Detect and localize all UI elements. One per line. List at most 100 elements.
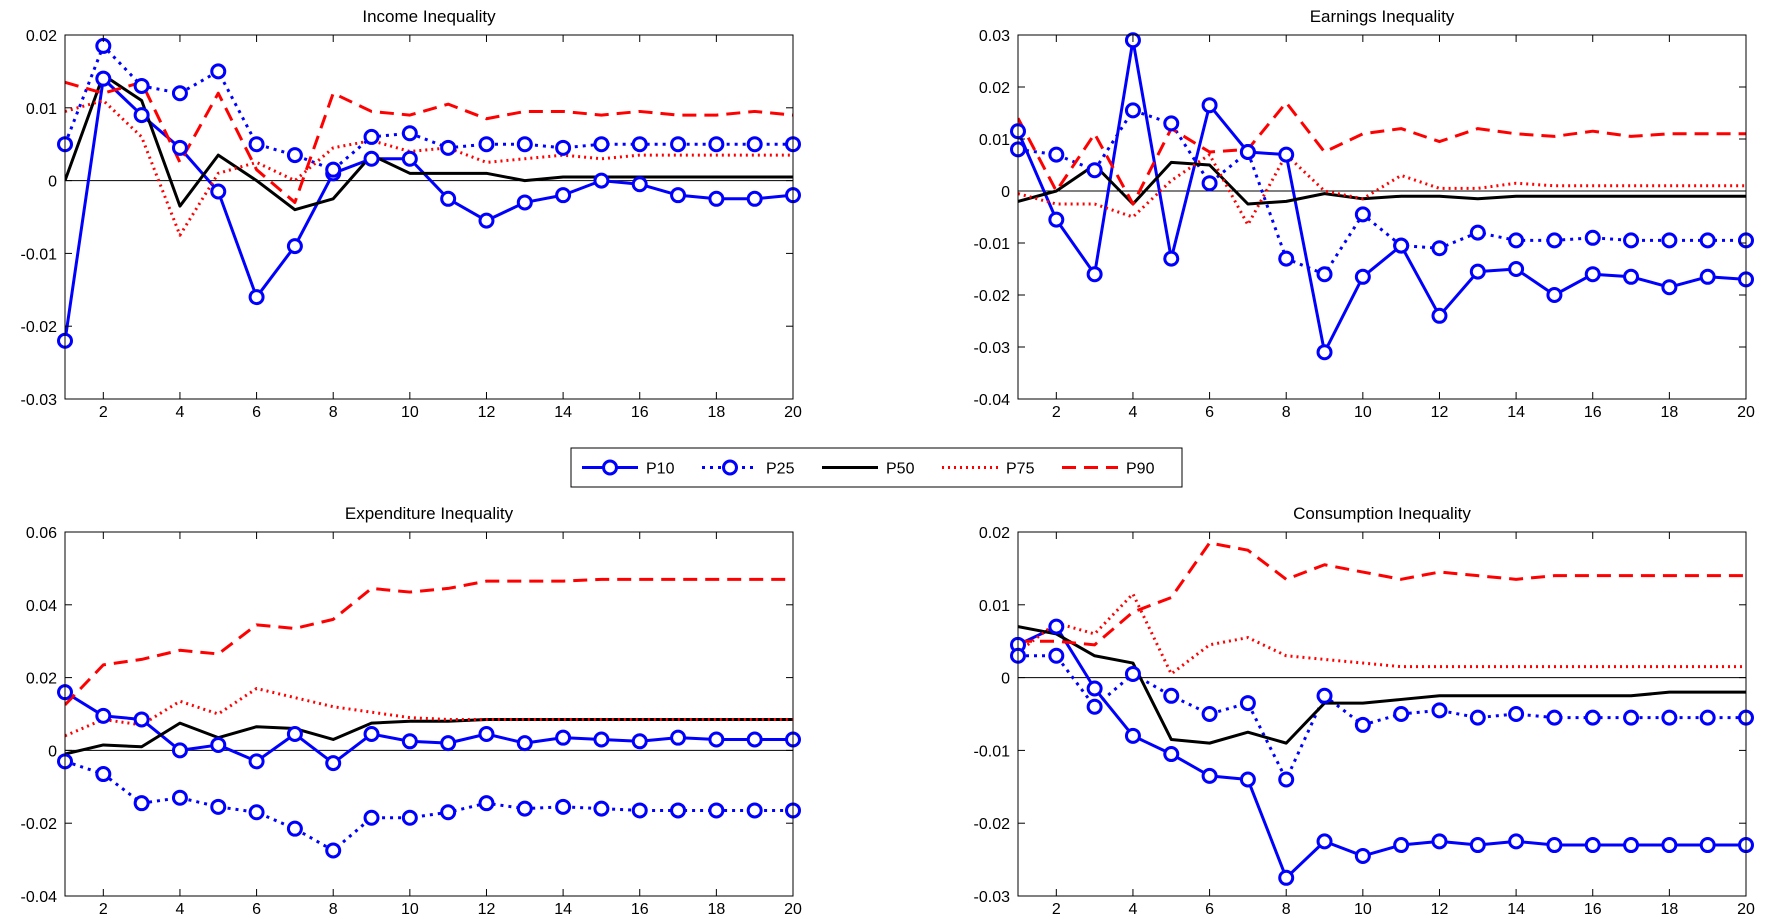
data-point-p10: [171, 139, 188, 156]
data-point-p25: [746, 802, 763, 819]
legend-label: P75: [1006, 461, 1035, 478]
y-tick-label: 0.01: [979, 598, 1010, 615]
x-tick-label: 12: [1431, 901, 1449, 918]
x-tick-label: 12: [478, 404, 496, 421]
data-point-p25: [478, 795, 495, 812]
y-tick-label: -0.03: [974, 340, 1011, 357]
series-line-p90: [1018, 101, 1746, 206]
data-point-p25: [1508, 706, 1525, 722]
y-tick-label: -0.02: [974, 288, 1011, 305]
x-tick-label: 2: [99, 404, 108, 421]
y-tick-label: 0: [48, 743, 57, 760]
x-tick-label: 6: [252, 901, 261, 918]
data-point-p10: [286, 726, 303, 743]
data-point-p10: [440, 735, 457, 752]
x-tick-label: 10: [1354, 404, 1372, 421]
legend-label: P50: [886, 461, 915, 478]
x-tick-label: 16: [1584, 404, 1602, 421]
data-point-p25: [95, 766, 112, 783]
data-point-p10: [1661, 279, 1678, 296]
data-point-p10: [1623, 837, 1640, 854]
data-point-p25: [1699, 232, 1716, 249]
x-tick-label: 8: [1282, 404, 1291, 421]
data-point-p25: [478, 136, 495, 153]
series-line-p75: [65, 99, 793, 237]
x-tick-label: 2: [99, 901, 108, 918]
data-point-p25: [1546, 709, 1563, 726]
data-point-p25: [1469, 224, 1486, 241]
data-point-p10: [1699, 268, 1716, 285]
data-point-p10: [708, 190, 725, 207]
y-tick-label: 0.03: [979, 28, 1010, 45]
data-point-p25: [248, 136, 265, 153]
data-point-p10: [325, 755, 342, 772]
data-point-p25: [1508, 232, 1525, 249]
data-point-p10: [171, 742, 188, 759]
data-point-p25: [1278, 250, 1295, 267]
x-tick-label: 8: [329, 404, 338, 421]
series-line-p25: [1018, 108, 1746, 276]
data-point-p10: [1508, 833, 1525, 850]
data-point-p10: [1086, 266, 1103, 283]
plot-frame: [1017, 34, 1747, 400]
data-point-p10: [210, 736, 227, 753]
data-point-p25: [440, 804, 457, 821]
series-line-p10: [65, 77, 793, 341]
data-point-p10: [1316, 833, 1333, 850]
data-point-p10: [248, 753, 265, 770]
data-point-p10: [1469, 263, 1486, 280]
data-point-p25: [210, 798, 227, 815]
data-point-p10: [1699, 837, 1716, 854]
data-point-p10: [1508, 261, 1525, 277]
x-tick-label: 14: [554, 404, 572, 421]
data-point-p25: [516, 800, 533, 817]
x-tick-label: 4: [1128, 901, 1137, 918]
data-point-p10: [95, 707, 112, 724]
data-point-p10: [248, 289, 265, 306]
chart-title: Expenditure Inequality: [345, 504, 514, 523]
data-point-p10: [1086, 680, 1103, 697]
data-point-p25: [325, 161, 342, 178]
data-point-p10: [1469, 837, 1486, 854]
x-tick-label: 4: [175, 901, 184, 918]
y-tick-label: 0.02: [26, 28, 57, 45]
data-point-p10: [133, 107, 150, 124]
data-point-p25: [1469, 709, 1486, 726]
legend-item-p75: P75: [942, 461, 1035, 478]
data-point-p25: [325, 842, 342, 859]
data-point-p25: [401, 125, 418, 142]
data-point-p10: [133, 711, 150, 728]
data-point-p10: [593, 172, 610, 189]
data-point-p10: [1623, 268, 1640, 285]
legend-item-p90: P90: [1062, 461, 1155, 478]
data-point-p10: [1584, 837, 1601, 854]
legend-item-p10: P10: [582, 459, 675, 478]
data-point-p25: [363, 809, 380, 826]
y-tick-label: -0.02: [21, 816, 58, 833]
x-tick-label: 2: [1052, 404, 1061, 421]
data-point-p10: [516, 194, 533, 211]
data-point-p10: [401, 733, 418, 750]
data-point-p10: [746, 731, 763, 748]
data-point-p10: [631, 733, 648, 750]
data-point-p10: [363, 150, 380, 167]
data-point-p25: [133, 795, 150, 812]
y-tick-label: 0.02: [979, 80, 1010, 97]
chart-panel-1: Income Inequality 2 4 6 8 10 12 14 16 18 20 -0.03 -0…: [21, 7, 802, 421]
series-line-p90: [1018, 541, 1746, 647]
data-point-p25: [363, 128, 380, 145]
series-line-p90: [65, 577, 793, 706]
data-point-p10: [1048, 211, 1065, 228]
x-tick-label: 6: [1205, 901, 1214, 918]
x-tick-label: 16: [631, 901, 649, 918]
data-point-p25: [171, 789, 188, 806]
data-point-p10: [670, 729, 687, 746]
data-point-p25: [1584, 709, 1601, 726]
chart-title: Income Inequality: [362, 7, 496, 26]
data-point-p25: [401, 809, 418, 826]
y-tick-label: -0.01: [974, 743, 1011, 760]
x-tick-label: 20: [784, 404, 802, 421]
x-tick-label: 4: [1128, 404, 1137, 421]
x-tick-label: 6: [1205, 404, 1214, 421]
data-point-p10: [1546, 837, 1563, 854]
